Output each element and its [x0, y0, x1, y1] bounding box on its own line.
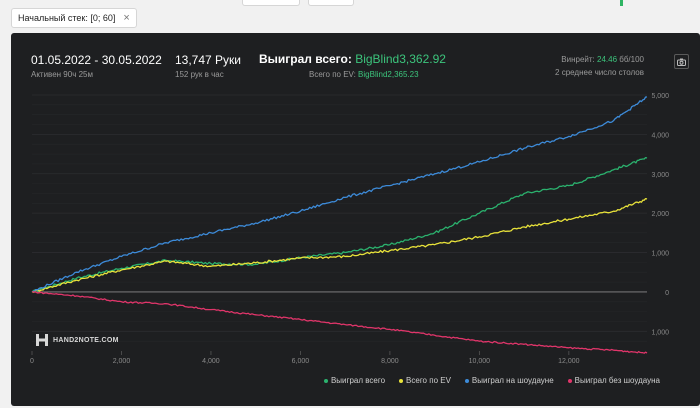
won-total-label: Выиграл всего: — [259, 52, 352, 66]
filter-chip-starting-stack[interactable]: Начальный стек: [0; 60] × — [11, 8, 137, 28]
ev-line — [31, 197, 648, 293]
date-range: 01.05.2022 - 30.05.2022 — [31, 53, 162, 67]
x-tick-label: 4,000 — [202, 358, 220, 365]
x-tick-label: 12,000 — [558, 358, 580, 365]
status-indicator — [620, 0, 623, 6]
legend-item[interactable]: Выиграл всего — [323, 376, 386, 385]
x-tick-label: 0 — [30, 358, 34, 365]
logo-text: HAND2NOTE.COM — [53, 336, 119, 344]
x-tick-label: 8,000 — [381, 358, 399, 365]
y-tick-label: 5,000 — [651, 93, 669, 100]
y-tick-label: 0 — [665, 290, 669, 297]
profit-chart: 5,000 4,000 3,000 2,000 1,000 0 1,000 0 2,000 4,0… — [30, 93, 669, 365]
legend-label: Выиграл без шоудауна — [574, 376, 660, 385]
hands-count: 13,747 Руки — [175, 53, 241, 67]
winrate: Винрейт: 24.46 бб/100 — [561, 55, 644, 64]
winrate-value: 24.46 — [597, 55, 618, 64]
legend-item[interactable]: Выиграл без шоудауна — [567, 376, 660, 385]
legend-label: Выиграл на шоудауне — [471, 376, 554, 385]
ev-total: Всего по EV: BigBlind2,365.23 — [309, 70, 419, 79]
showdown-line — [31, 96, 647, 293]
toolbar-button-partial-2[interactable] — [308, 0, 354, 6]
x-tick-label: 6,000 — [292, 358, 310, 365]
ev-total-value: BigBlind2,365.23 — [358, 70, 419, 79]
y-tick-label: 1,000 — [651, 251, 669, 258]
winrate-unit: бб/100 — [619, 55, 644, 64]
toolbar: Начальный стек: [0; 60] × — [0, 0, 700, 32]
y-tick-label: 1,000 — [651, 329, 669, 336]
legend-item[interactable]: Выиграл на шоудауне — [464, 376, 554, 385]
hand2note-logo-icon — [36, 334, 48, 346]
hands-per-hour: 152 рук в час — [175, 70, 224, 79]
legend-label: Выиграл всего — [330, 376, 386, 385]
won-total-line — [31, 156, 648, 293]
legend-label: Всего по EV — [406, 376, 451, 385]
legend-item[interactable]: Всего по EV — [399, 376, 451, 385]
screenshot-button[interactable] — [674, 54, 689, 69]
legend-dot-icon — [567, 378, 572, 383]
ev-total-label: Всего по EV: — [309, 70, 356, 79]
chart-legend: Выиграл всего Всего по EV Выиграл на шоуда… — [323, 376, 660, 385]
active-time: Активен 90ч 25м — [31, 70, 93, 79]
x-tick-label: 2,000 — [113, 358, 131, 365]
camera-icon — [677, 58, 686, 66]
legend-dot-icon — [464, 378, 469, 383]
close-icon[interactable]: × — [123, 12, 130, 24]
y-tick-label: 2,000 — [651, 211, 669, 218]
y-tick-label: 4,000 — [651, 132, 669, 139]
avg-tables: 2 среднее число столов — [555, 68, 644, 77]
y-tick-label: 3,000 — [651, 172, 669, 179]
no-showdown-line — [32, 291, 648, 354]
graph-panel: 5,000 4,000 3,000 2,000 1,000 0 1,000 0 2,000 4,0… — [11, 33, 700, 406]
winrate-label: Винрейт: — [561, 55, 595, 64]
x-tick-label: 10,000 — [469, 358, 491, 365]
toolbar-button-partial[interactable] — [242, 0, 300, 6]
legend-dot-icon — [399, 378, 404, 383]
won-total: Выиграл всего: BigBlind3,362.92 — [259, 52, 446, 66]
brand-logo: HAND2NOTE.COM — [35, 333, 119, 347]
filter-chip-label: Начальный стек: [0; 60] — [18, 13, 116, 23]
won-total-value: BigBlind3,362.92 — [355, 52, 446, 66]
legend-dot-icon — [323, 378, 328, 383]
